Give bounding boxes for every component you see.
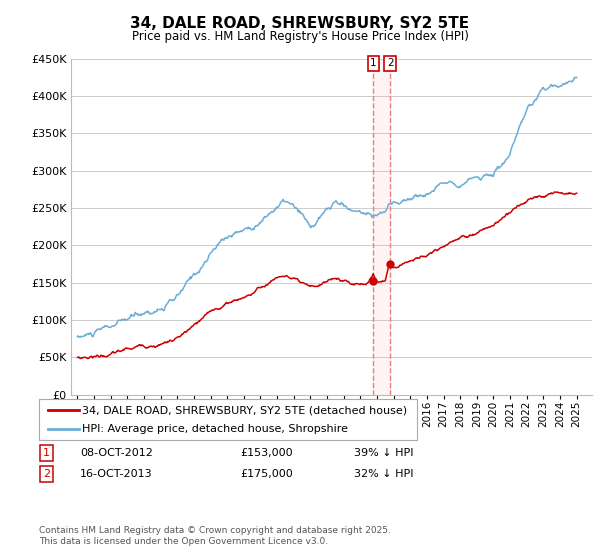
Text: Price paid vs. HM Land Registry's House Price Index (HPI): Price paid vs. HM Land Registry's House … <box>131 30 469 43</box>
Text: 39% ↓ HPI: 39% ↓ HPI <box>354 448 413 458</box>
Text: HPI: Average price, detached house, Shropshire: HPI: Average price, detached house, Shro… <box>82 424 349 433</box>
Text: 1: 1 <box>370 58 376 68</box>
Text: 08-OCT-2012: 08-OCT-2012 <box>80 448 152 458</box>
Text: £175,000: £175,000 <box>240 469 293 479</box>
Bar <box>373 59 390 395</box>
Text: £153,000: £153,000 <box>240 448 293 458</box>
Text: 34, DALE ROAD, SHREWSBURY, SY2 5TE: 34, DALE ROAD, SHREWSBURY, SY2 5TE <box>130 16 470 31</box>
Text: 1: 1 <box>43 448 50 458</box>
Text: 32% ↓ HPI: 32% ↓ HPI <box>354 469 413 479</box>
Text: Contains HM Land Registry data © Crown copyright and database right 2025.
This d: Contains HM Land Registry data © Crown c… <box>39 526 391 546</box>
Text: 34, DALE ROAD, SHREWSBURY, SY2 5TE (detached house): 34, DALE ROAD, SHREWSBURY, SY2 5TE (deta… <box>82 405 407 415</box>
Text: 2: 2 <box>43 469 50 479</box>
Text: 16-OCT-2013: 16-OCT-2013 <box>80 469 152 479</box>
Text: 2: 2 <box>387 58 394 68</box>
